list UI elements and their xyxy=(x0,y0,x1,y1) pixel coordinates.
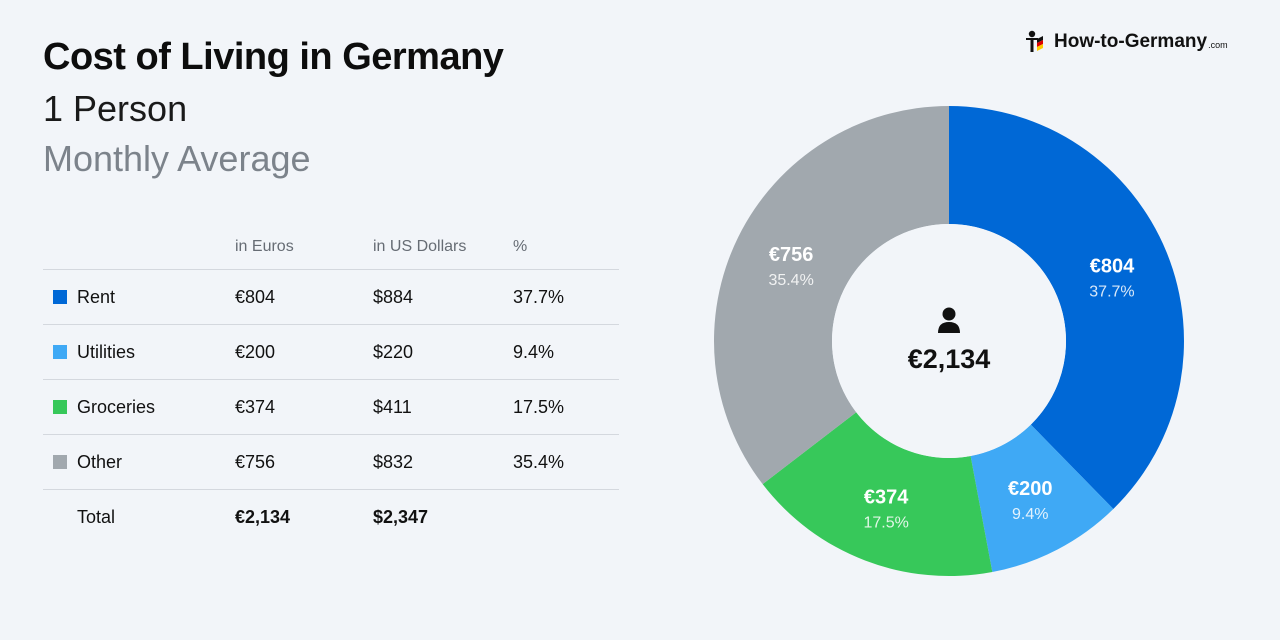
row-eur: €200 xyxy=(235,324,373,380)
total-eur: €2,134 xyxy=(235,489,373,544)
total-label: Total xyxy=(77,506,116,527)
total-usd: $2,347 xyxy=(373,489,513,544)
total-pct xyxy=(513,489,619,544)
donut-slice-utilities xyxy=(970,424,1114,572)
row-usd: $832 xyxy=(373,434,513,490)
table-header-row: in Euros in US Dollars % xyxy=(43,224,619,270)
row-eur: €756 xyxy=(235,434,373,490)
row-usd: $884 xyxy=(373,269,513,325)
column-header-usd: in US Dollars xyxy=(373,237,467,255)
donut-hole xyxy=(832,224,1066,458)
brand-name: How-to-Germany xyxy=(1054,31,1208,52)
row-usd: $411 xyxy=(373,379,513,435)
table-row-rent: Rent €804 $884 37.7% xyxy=(43,269,619,325)
page-title: Cost of Living in Germany xyxy=(43,36,504,78)
row-label: Other xyxy=(77,451,123,472)
row-pct: 37.7% xyxy=(513,269,619,325)
table-row-other: Other €756 $832 35.4% xyxy=(43,434,619,490)
table-row-groceries: Groceries €374 $411 17.5% xyxy=(43,379,619,435)
row-eur: €374 xyxy=(235,379,373,435)
row-pct: 9.4% xyxy=(513,324,619,380)
row-usd: $220 xyxy=(373,324,513,380)
slice-percent-label: 9.4% xyxy=(1012,506,1048,523)
row-label: Rent xyxy=(77,286,116,307)
slice-value-label: €756 xyxy=(769,244,814,266)
donut-slice-groceries xyxy=(762,412,993,576)
legend-swatch-groceries xyxy=(53,399,67,414)
row-label: Utilities xyxy=(77,341,136,362)
table-row-total: Total €2,134 $2,347 xyxy=(43,489,619,544)
slice-percent-label: 35.4% xyxy=(768,272,813,289)
legend-swatch-rent xyxy=(53,289,67,304)
page-subtitle: 1 Person xyxy=(43,88,188,129)
column-header-euros: in Euros xyxy=(235,237,294,255)
legend-swatch-other xyxy=(53,454,67,469)
table-row-utilities: Utilities €200 $220 9.4% xyxy=(43,324,619,380)
row-pct: 17.5% xyxy=(513,379,619,435)
donut-center-total: €2,134 xyxy=(908,344,991,374)
brand-tld: .com xyxy=(1208,40,1228,50)
column-header-percent: % xyxy=(513,237,528,255)
person-flag-logo-icon xyxy=(1024,30,1050,54)
slice-percent-label: 17.5% xyxy=(863,514,908,531)
person-icon xyxy=(938,307,960,333)
slice-value-label: €804 xyxy=(1090,256,1135,278)
slice-value-label: €374 xyxy=(864,486,909,508)
row-label: Groceries xyxy=(77,396,156,417)
slice-value-label: €200 xyxy=(1008,478,1053,500)
row-pct: 35.4% xyxy=(513,434,619,490)
legend-swatch-utilities xyxy=(53,344,67,359)
donut-slice-other xyxy=(714,106,949,485)
page-subtitle-secondary: Monthly Average xyxy=(43,138,311,179)
slice-percent-label: 37.7% xyxy=(1089,284,1134,301)
row-eur: €804 xyxy=(235,269,373,325)
cost-table: in Euros in US Dollars % Rent €804 $884 … xyxy=(43,224,619,544)
donut-slice-rent xyxy=(949,106,1184,509)
brand-logo[interactable]: How-to-Germany .com xyxy=(1024,30,1228,54)
